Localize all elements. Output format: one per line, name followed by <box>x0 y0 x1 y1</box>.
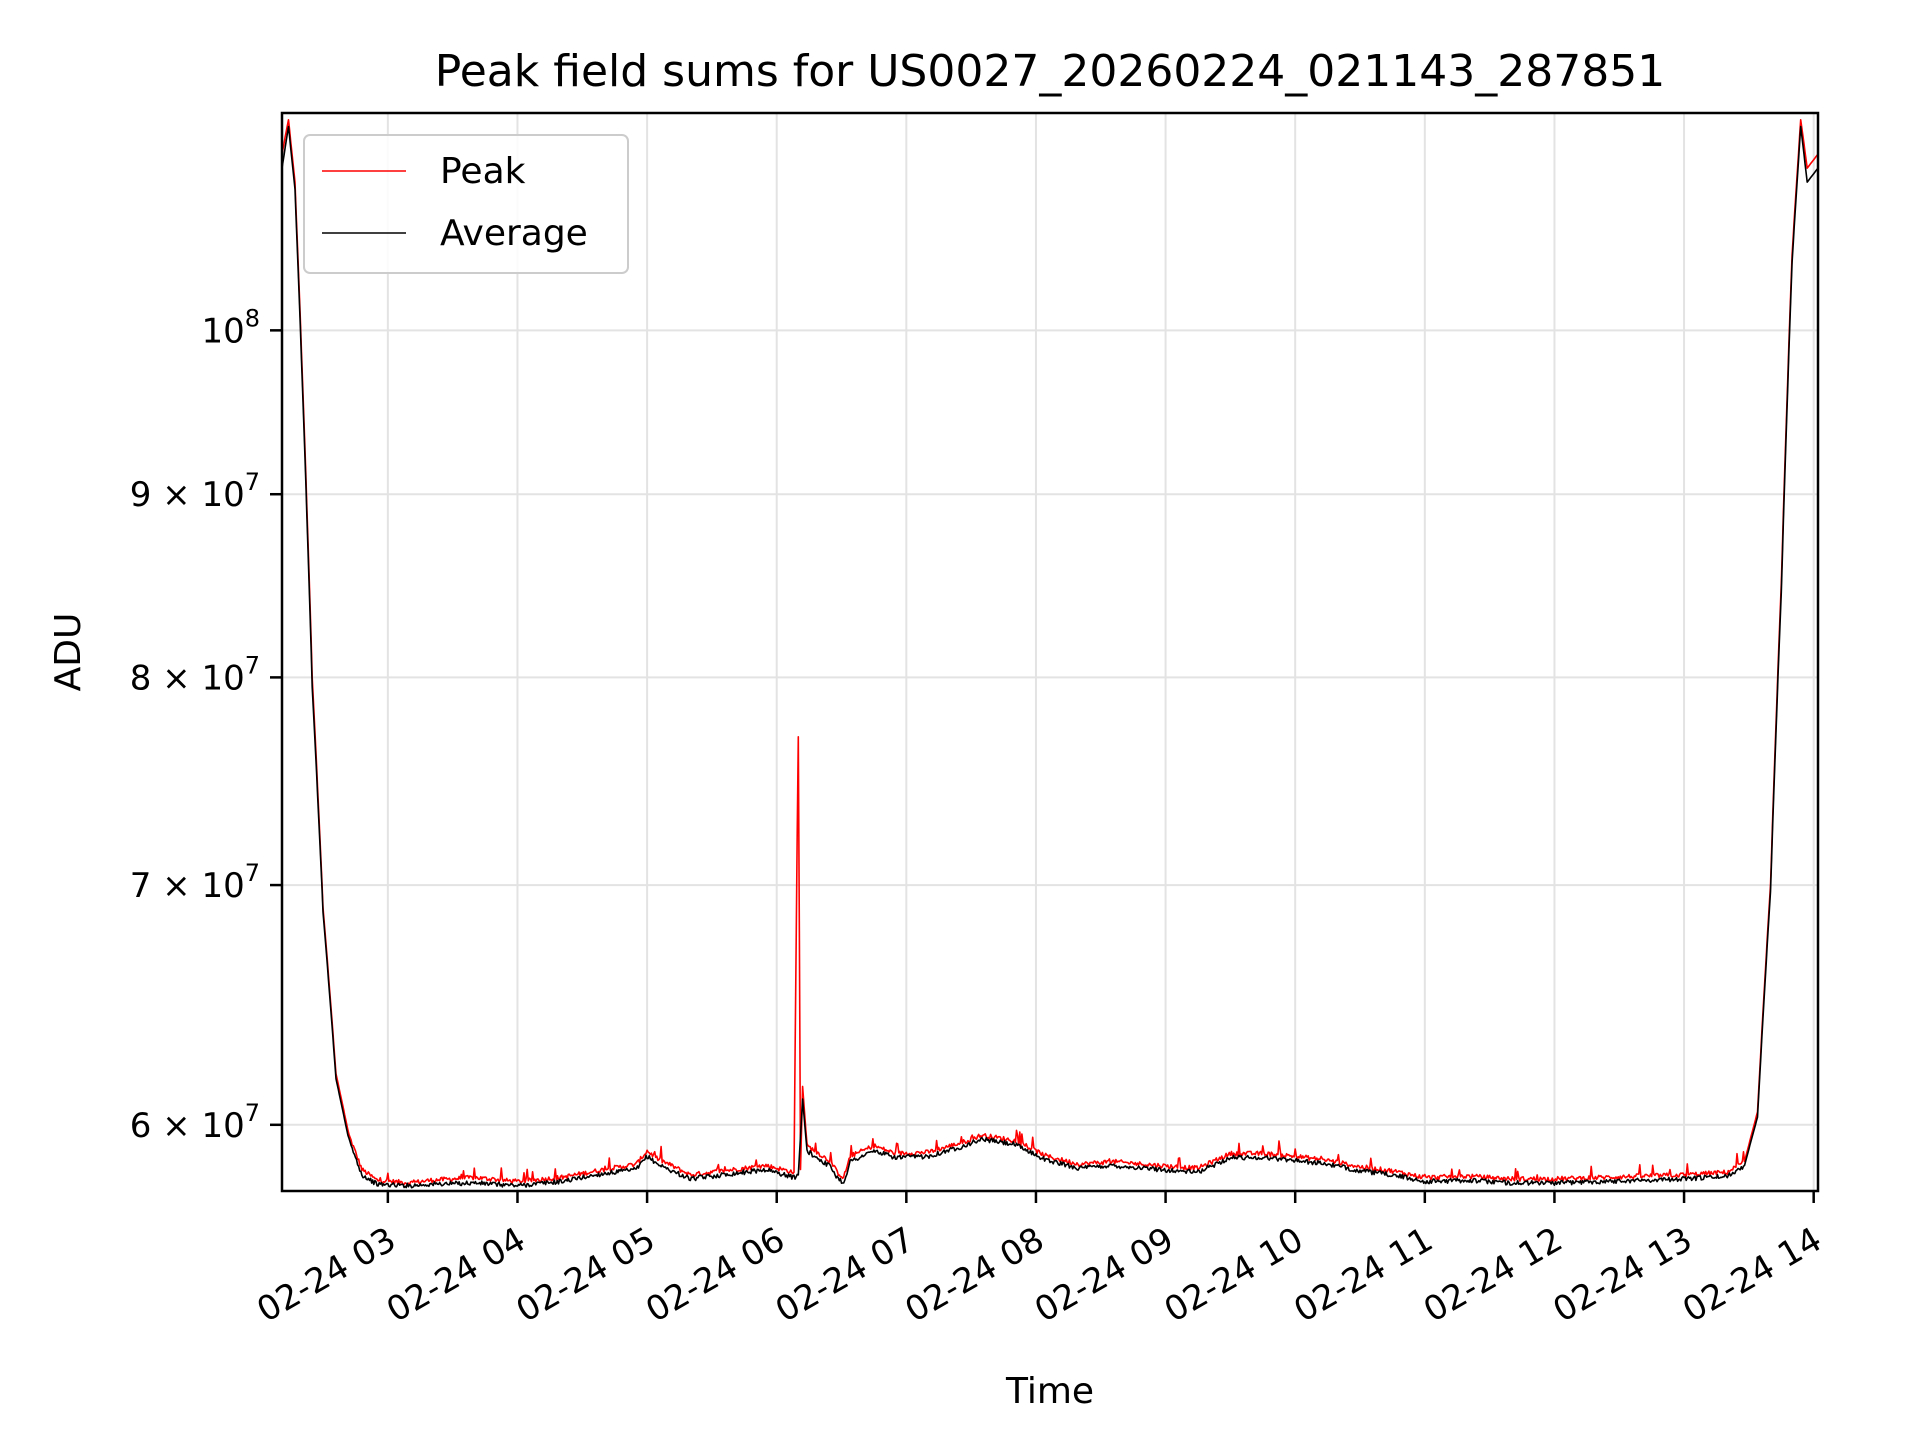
legend-box <box>303 134 629 274</box>
legend-label-average: Average <box>440 213 588 254</box>
plot-frame <box>280 111 1820 1193</box>
series-line-peak <box>282 119 1818 1186</box>
series-layer <box>282 119 1818 1189</box>
legend: Peak Average <box>303 134 629 274</box>
series-line-average <box>282 125 1818 1189</box>
y-tick-label: 9 × 107 <box>130 468 260 515</box>
y-axis-label: ADU <box>48 613 89 692</box>
y-tick-label: 8 × 107 <box>130 651 260 698</box>
y-tick-label: 6 × 107 <box>130 1099 260 1146</box>
grid <box>282 113 1818 1191</box>
x-axis-label: Time <box>1005 1371 1094 1412</box>
y-tick-label: 7 × 107 <box>130 859 260 906</box>
chart-title: Peak field sums for US0027_20260224_0211… <box>435 46 1665 97</box>
y-tick-label: 108 <box>201 304 260 351</box>
legend-label-peak: Peak <box>440 151 526 192</box>
y-axis-ticks: 6 × 107 7 × 107 8 × 107 9 × 107 108 <box>130 304 282 1146</box>
